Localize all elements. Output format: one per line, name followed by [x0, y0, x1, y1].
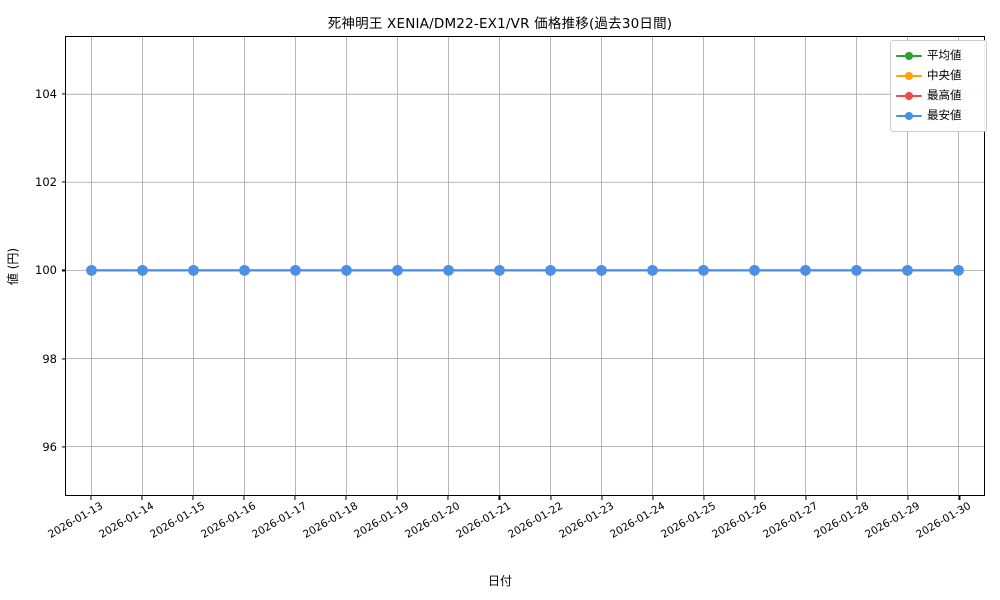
x-tick-mark — [447, 496, 449, 500]
legend-marker-icon — [896, 90, 922, 102]
legend-item-2[interactable]: 中央値 — [896, 66, 980, 86]
y-tick-mark — [61, 269, 65, 271]
x-tick-label: 2026-01-15 — [147, 499, 207, 541]
legend-item-4[interactable]: 最安値 — [896, 106, 980, 126]
y-tick-label: 104 — [35, 86, 57, 101]
y-tick-mark — [61, 358, 65, 360]
y-tick-mark — [61, 181, 65, 183]
x-axis-tick-marks — [65, 496, 985, 504]
legend-marker-icon — [896, 70, 922, 82]
x-axis-label: 日付 — [487, 574, 512, 588]
x-tick-label: 2026-01-18 — [301, 499, 361, 541]
x-tick-label: 2026-01-20 — [403, 499, 463, 541]
legend-marker-icon — [896, 110, 922, 122]
x-tick-label: 2026-01-13 — [45, 499, 105, 541]
x-tick-label: 2026-01-16 — [199, 499, 258, 541]
x-tick-label: 2026-01-26 — [710, 499, 770, 541]
x-tick-mark — [703, 496, 705, 500]
x-tick-label: 2026-01-30 — [914, 499, 974, 541]
x-tick-label: 2026-01-24 — [607, 499, 667, 541]
y-tick-label: 100 — [35, 263, 57, 278]
x-tick-mark — [192, 496, 194, 500]
x-tick-mark — [907, 496, 909, 500]
x-tick-mark — [294, 496, 296, 500]
y-axis-tick-labels: 96 98 100 102 104 — [0, 36, 65, 496]
x-tick-mark — [550, 496, 552, 500]
x-tick-mark — [243, 496, 245, 500]
y-tick-label: 96 — [42, 440, 57, 455]
y-tick-mark — [61, 92, 65, 95]
x-tick-label: 2026-01-21 — [454, 499, 514, 541]
x-tick-mark — [805, 496, 807, 500]
legend-label: 最高値 — [927, 88, 962, 103]
page-title: 死神明王 XENIA/DM22-EX1/VR 価格推移(過去30日間) — [327, 16, 673, 32]
x-tick-label: 2026-01-14 — [96, 499, 156, 541]
legend-label: 平均値 — [927, 48, 962, 63]
x-tick-mark — [396, 496, 398, 500]
series-4 — [86, 265, 964, 276]
y-tick-mark — [61, 446, 65, 448]
plot-area — [65, 36, 985, 496]
x-tick-mark — [601, 496, 603, 500]
x-tick-label: 2026-01-28 — [812, 499, 872, 541]
x-tick-mark — [958, 496, 960, 500]
x-tick-mark — [90, 496, 92, 500]
legend-item-3[interactable]: 最高値 — [896, 86, 980, 106]
x-tick-label: 2026-01-25 — [659, 499, 718, 541]
y-tick-label: 102 — [35, 174, 57, 189]
x-tick-mark — [345, 496, 347, 500]
legend-marker-icon — [896, 50, 922, 62]
series-layer — [86, 265, 964, 276]
y-tick-label: 98 — [42, 351, 57, 366]
x-axis-tick-labels: 2026-01-13 2026-01-14 2026-01-15 2026-01-16… — [46, 499, 985, 566]
x-tick-mark — [141, 496, 143, 500]
x-tick-label: 2026-01-22 — [505, 499, 565, 541]
x-tick-mark — [652, 496, 654, 500]
x-tick-label: 2026-01-19 — [352, 499, 412, 541]
x-tick-mark — [754, 496, 756, 500]
x-tick-mark — [498, 496, 500, 500]
legend-item-1[interactable]: 平均値 — [896, 46, 980, 66]
x-tick-label: 2026-01-23 — [556, 499, 616, 541]
legend[interactable]: 平均値中央値最高値最安値 — [890, 40, 987, 132]
legend-label: 中央値 — [927, 68, 962, 83]
x-tick-label: 2026-01-17 — [250, 499, 310, 541]
x-tick-label: 2026-01-27 — [761, 499, 821, 541]
legend-label: 最安値 — [927, 108, 962, 123]
x-tick-mark — [856, 496, 858, 500]
x-tick-label: 2026-01-29 — [863, 499, 923, 541]
